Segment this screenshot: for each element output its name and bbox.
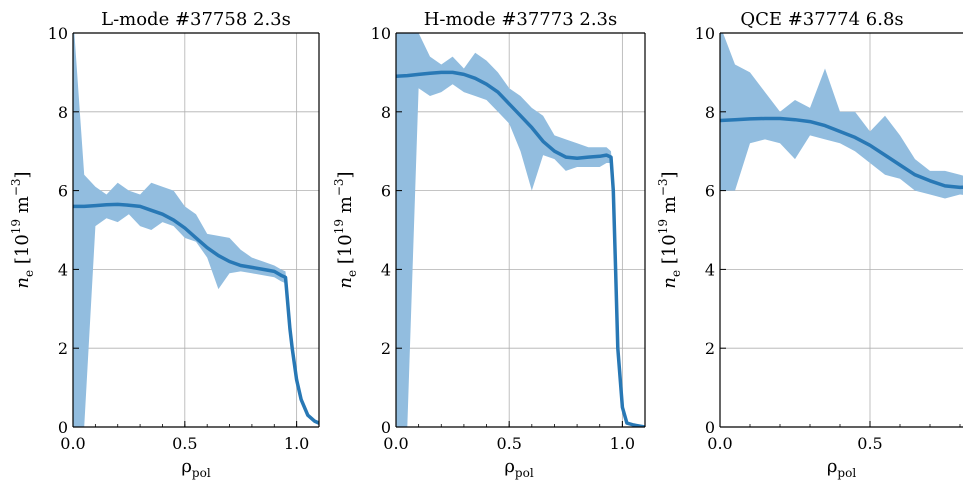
x-axis-label: ρpol <box>181 456 211 480</box>
uncertainty-band <box>396 33 645 427</box>
y-tick-label: 6 <box>705 182 715 201</box>
uncertainty-band <box>73 33 319 427</box>
density-line <box>73 202 319 425</box>
y-tick-label: 0 <box>58 418 68 437</box>
y-tick-label: 8 <box>705 103 715 122</box>
panel-3: 0.0 0.5 0 2 4 6 8 10 QCE #37774 6.8s ρpol ne [1019… <box>656 9 963 480</box>
density-line <box>720 116 963 190</box>
y-tick-label: 4 <box>381 260 391 279</box>
y-tick-label: 4 <box>58 260 68 279</box>
y-tick-label: 10 <box>371 24 391 43</box>
y-axis-label: ne [1019 m−3] <box>9 171 36 288</box>
y-tick-label: 0 <box>705 418 715 437</box>
x-tick-label: 1.0 <box>284 434 309 453</box>
x-tick-label: 0.5 <box>857 434 882 453</box>
y-tick-label: 2 <box>705 339 715 358</box>
y-tick-label: 6 <box>58 182 68 201</box>
y-tick-label: 8 <box>58 103 68 122</box>
panel-2: 0.0 0.5 1.0 0 2 4 6 8 10 H-mode #37773 2.3s ρpol ne… <box>332 9 646 480</box>
y-tick-label: 10 <box>48 24 68 43</box>
x-tick-label: 0.0 <box>60 434 85 453</box>
y-tick-label: 10 <box>695 24 715 43</box>
y-tick-label: 2 <box>381 339 391 358</box>
panel-title: L-mode #37758 2.3s <box>101 9 291 30</box>
plot-area <box>720 33 963 199</box>
y-tick-label: 8 <box>381 103 391 122</box>
y-axis-label: ne [1019 m−3] <box>656 171 683 288</box>
x-tick-label: 1.0 <box>610 434 635 453</box>
y-axis-label: ne [1019 m−3] <box>332 171 359 288</box>
x-axis-label: ρpol <box>827 456 857 480</box>
density-line <box>396 70 645 427</box>
plot-area <box>73 33 319 427</box>
x-tick-label: 0.5 <box>172 434 197 453</box>
panel-title: QCE #37774 6.8s <box>740 9 903 30</box>
panel-1: 0.0 0.5 1.0 0 2 4 6 8 10 L-mode #37758 2.3s ρpol ne… <box>9 9 320 480</box>
uncertainty-band <box>720 33 963 199</box>
x-tick-label: 0.0 <box>707 434 732 453</box>
y-tick-label: 2 <box>58 339 68 358</box>
x-tick-label: 0.0 <box>383 434 408 453</box>
panel-title: H-mode #37773 2.3s <box>424 9 618 30</box>
x-tick-label: 0.5 <box>496 434 521 453</box>
y-tick-label: 0 <box>381 418 391 437</box>
x-axis-label: ρpol <box>504 456 534 480</box>
plot-area <box>396 33 645 427</box>
y-tick-label: 4 <box>705 260 715 279</box>
y-tick-label: 6 <box>381 182 391 201</box>
